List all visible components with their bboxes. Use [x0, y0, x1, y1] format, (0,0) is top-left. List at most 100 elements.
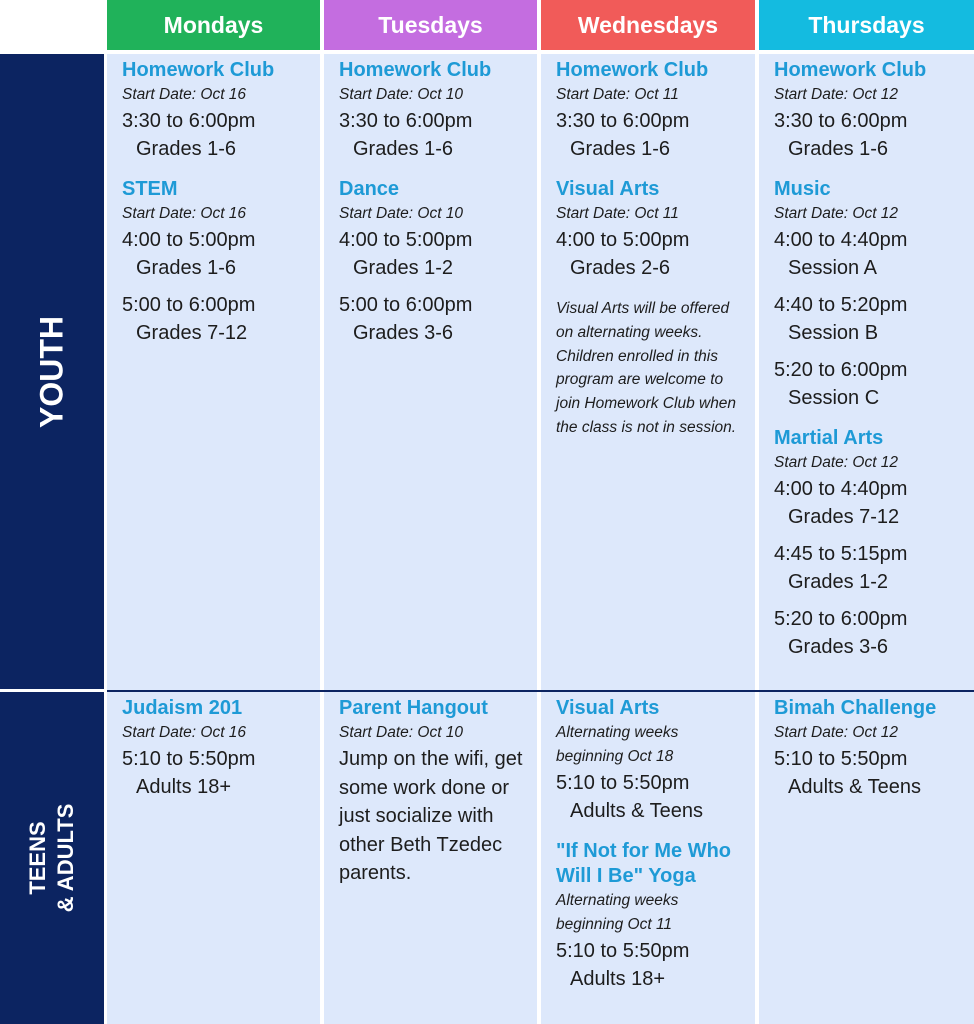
schedule-cell: Visual Arts Alternating weeks beginning Oc…	[541, 692, 755, 1024]
session-group: Grades 1-6	[353, 138, 454, 160]
session: 4:00 to 5:00pm Grades 1-2	[339, 226, 523, 283]
start-date: beginning Oct 11	[556, 916, 673, 933]
start-date: Start Date: Oct 11	[556, 86, 679, 103]
program: Bimah Challenge Start Date: Oct 12 5:10 to…	[774, 696, 960, 802]
session-group: Grades 1-2	[788, 571, 889, 593]
session-group: Adults & Teens	[570, 800, 704, 822]
schedule-cell: Parent Hangout Start Date: Oct 10 Jump on …	[324, 692, 537, 1024]
session-group: Grades 3-6	[353, 322, 454, 344]
start-date: Start Date: Oct 12	[774, 724, 899, 741]
day-header: Thursdays	[759, 0, 974, 50]
program-title: Parent Hangout	[339, 697, 488, 719]
program-title: Judaism 201	[122, 697, 243, 719]
session-time: 5:10 to 5:50pm	[122, 748, 256, 770]
session-time: 4:00 to 5:00pm	[122, 229, 256, 251]
session-time: 4:45 to 5:15pm	[774, 543, 908, 565]
session-group: Adults 18+	[570, 968, 666, 990]
schedule-cell: Homework Club Start Date: Oct 16 3:30 to 6…	[107, 54, 320, 690]
program: Parent Hangout Start Date: Oct 10 Jump on …	[339, 696, 523, 888]
session: 3:30 to 6:00pm Grades 1-6	[556, 107, 741, 164]
session-group: Grades 7-12	[788, 506, 900, 528]
session: 4:45 to 5:15pm Grades 1-2	[774, 540, 960, 597]
session: 5:10 to 5:50pm Adults & Teens	[556, 769, 741, 826]
program-title: Bimah Challenge	[774, 697, 937, 719]
session-group: Grades 1-6	[788, 138, 889, 160]
session: 5:10 to 5:50pm Adults 18+	[122, 745, 306, 802]
session-time: 5:00 to 6:00pm	[339, 294, 473, 316]
session-group: Session A	[788, 257, 877, 279]
program-title: Martial Arts	[774, 427, 884, 449]
schedule-cell: Homework Club Start Date: Oct 10 3:30 to 6…	[324, 54, 537, 690]
side-separator	[0, 689, 104, 692]
day-header: Mondays	[107, 0, 320, 50]
session-group: Grades 1-6	[136, 257, 237, 279]
schedule-cell: Homework Club Start Date: Oct 11 3:30 to 6…	[541, 54, 755, 690]
session: 3:30 to 6:00pm Grades 1-6	[339, 107, 523, 164]
schedule-cell: Bimah Challenge Start Date: Oct 12 5:10 to…	[759, 692, 974, 1024]
session-group: Grades 2-6	[570, 257, 671, 279]
session-time: 3:30 to 6:00pm	[556, 110, 690, 132]
program-description: Jump on the wifi, get some work done or …	[339, 748, 523, 884]
session: 5:20 to 6:00pm Session C	[774, 356, 960, 413]
session-time: 3:30 to 6:00pm	[339, 110, 473, 132]
start-date: Start Date: Oct 11	[556, 205, 679, 222]
start-date: beginning Oct 18	[556, 748, 674, 765]
program: Visual Arts Start Date: Oct 11 4:00 to 5:0…	[556, 177, 741, 440]
program: Music Start Date: Oct 12 4:00 to 4:40pm Ses…	[774, 177, 960, 413]
start-date: Start Date: Oct 10	[339, 205, 464, 222]
session-time: 5:10 to 5:50pm	[556, 772, 690, 794]
start-date: Start Date: Oct 10	[339, 724, 464, 741]
start-date: Start Date: Oct 16	[122, 205, 247, 222]
session-group: Adults 18+	[136, 776, 232, 798]
session-time: 4:00 to 5:00pm	[339, 229, 473, 251]
session: 5:10 to 5:50pm Adults & Teens	[774, 745, 960, 802]
start-date: Alternating weeks	[556, 724, 679, 741]
session-time: 4:00 to 4:40pm	[774, 229, 908, 251]
session: 5:20 to 6:00pm Grades 3-6	[774, 605, 960, 662]
session-time: 3:30 to 6:00pm	[122, 110, 256, 132]
session-group: Session B	[788, 322, 879, 344]
program-title: Homework Club	[122, 59, 275, 81]
session: 5:00 to 6:00pm Grades 7-12	[122, 291, 306, 348]
day-header: Tuesdays	[324, 0, 537, 50]
program-title: Visual Arts	[556, 178, 660, 200]
session-time: 4:40 to 5:20pm	[774, 294, 908, 316]
start-date: Alternating weeks	[556, 892, 679, 909]
session-time: 5:10 to 5:50pm	[556, 940, 690, 962]
row-label: YOUTH	[33, 316, 70, 428]
session: 4:00 to 5:00pm Grades 2-6	[556, 226, 741, 283]
program: Visual Arts Alternating weeks beginning Oc…	[556, 696, 741, 826]
session-time: 5:00 to 6:00pm	[122, 294, 256, 316]
session: 4:40 to 5:20pm Session B	[774, 291, 960, 348]
program-title: Dance	[339, 178, 400, 200]
session-group: Grades 1-6	[570, 138, 671, 160]
row-label-line: TEENS	[25, 821, 50, 895]
start-date: Start Date: Oct 12	[774, 205, 899, 222]
session-time: 4:00 to 4:40pm	[774, 478, 908, 500]
session-time: 5:10 to 5:50pm	[774, 748, 908, 770]
session: 5:10 to 5:50pm Adults 18+	[556, 937, 741, 994]
program: STEM Start Date: Oct 16 4:00 to 5:00pm Grad…	[122, 177, 306, 348]
session: 5:00 to 6:00pm Grades 3-6	[339, 291, 523, 348]
program-title: Homework Club	[774, 59, 927, 81]
session-group: Grades 7-12	[136, 322, 248, 344]
program-title: Visual Arts	[556, 697, 660, 719]
start-date: Start Date: Oct 12	[774, 86, 899, 103]
start-date: Start Date: Oct 10	[339, 86, 464, 103]
row-label-box: TEENS & ADULTS	[0, 692, 104, 1024]
schedule-cell: Judaism 201 Start Date: Oct 16 5:10 to 5:5…	[107, 692, 320, 1024]
session-group: Session C	[788, 387, 880, 409]
program-title: Homework Club	[556, 59, 709, 81]
program: Homework Club Start Date: Oct 16 3:30 to 6…	[122, 58, 306, 164]
program: Homework Club Start Date: Oct 12 3:30 to 6…	[774, 58, 960, 164]
program: Homework Club Start Date: Oct 11 3:30 to 6…	[556, 58, 741, 164]
start-date: Start Date: Oct 16	[122, 724, 247, 741]
session: 4:00 to 4:40pm Grades 7-12	[774, 475, 960, 532]
program-title: STEM	[122, 178, 178, 200]
program: Martial Arts Start Date: Oct 12 4:00 to 4:…	[774, 426, 960, 662]
session: 4:00 to 4:40pm Session A	[774, 226, 960, 283]
program-title: Homework Club	[339, 59, 492, 81]
session-group: Grades 3-6	[788, 636, 889, 658]
program-note: Visual Arts will be offered on alternati…	[556, 300, 737, 436]
